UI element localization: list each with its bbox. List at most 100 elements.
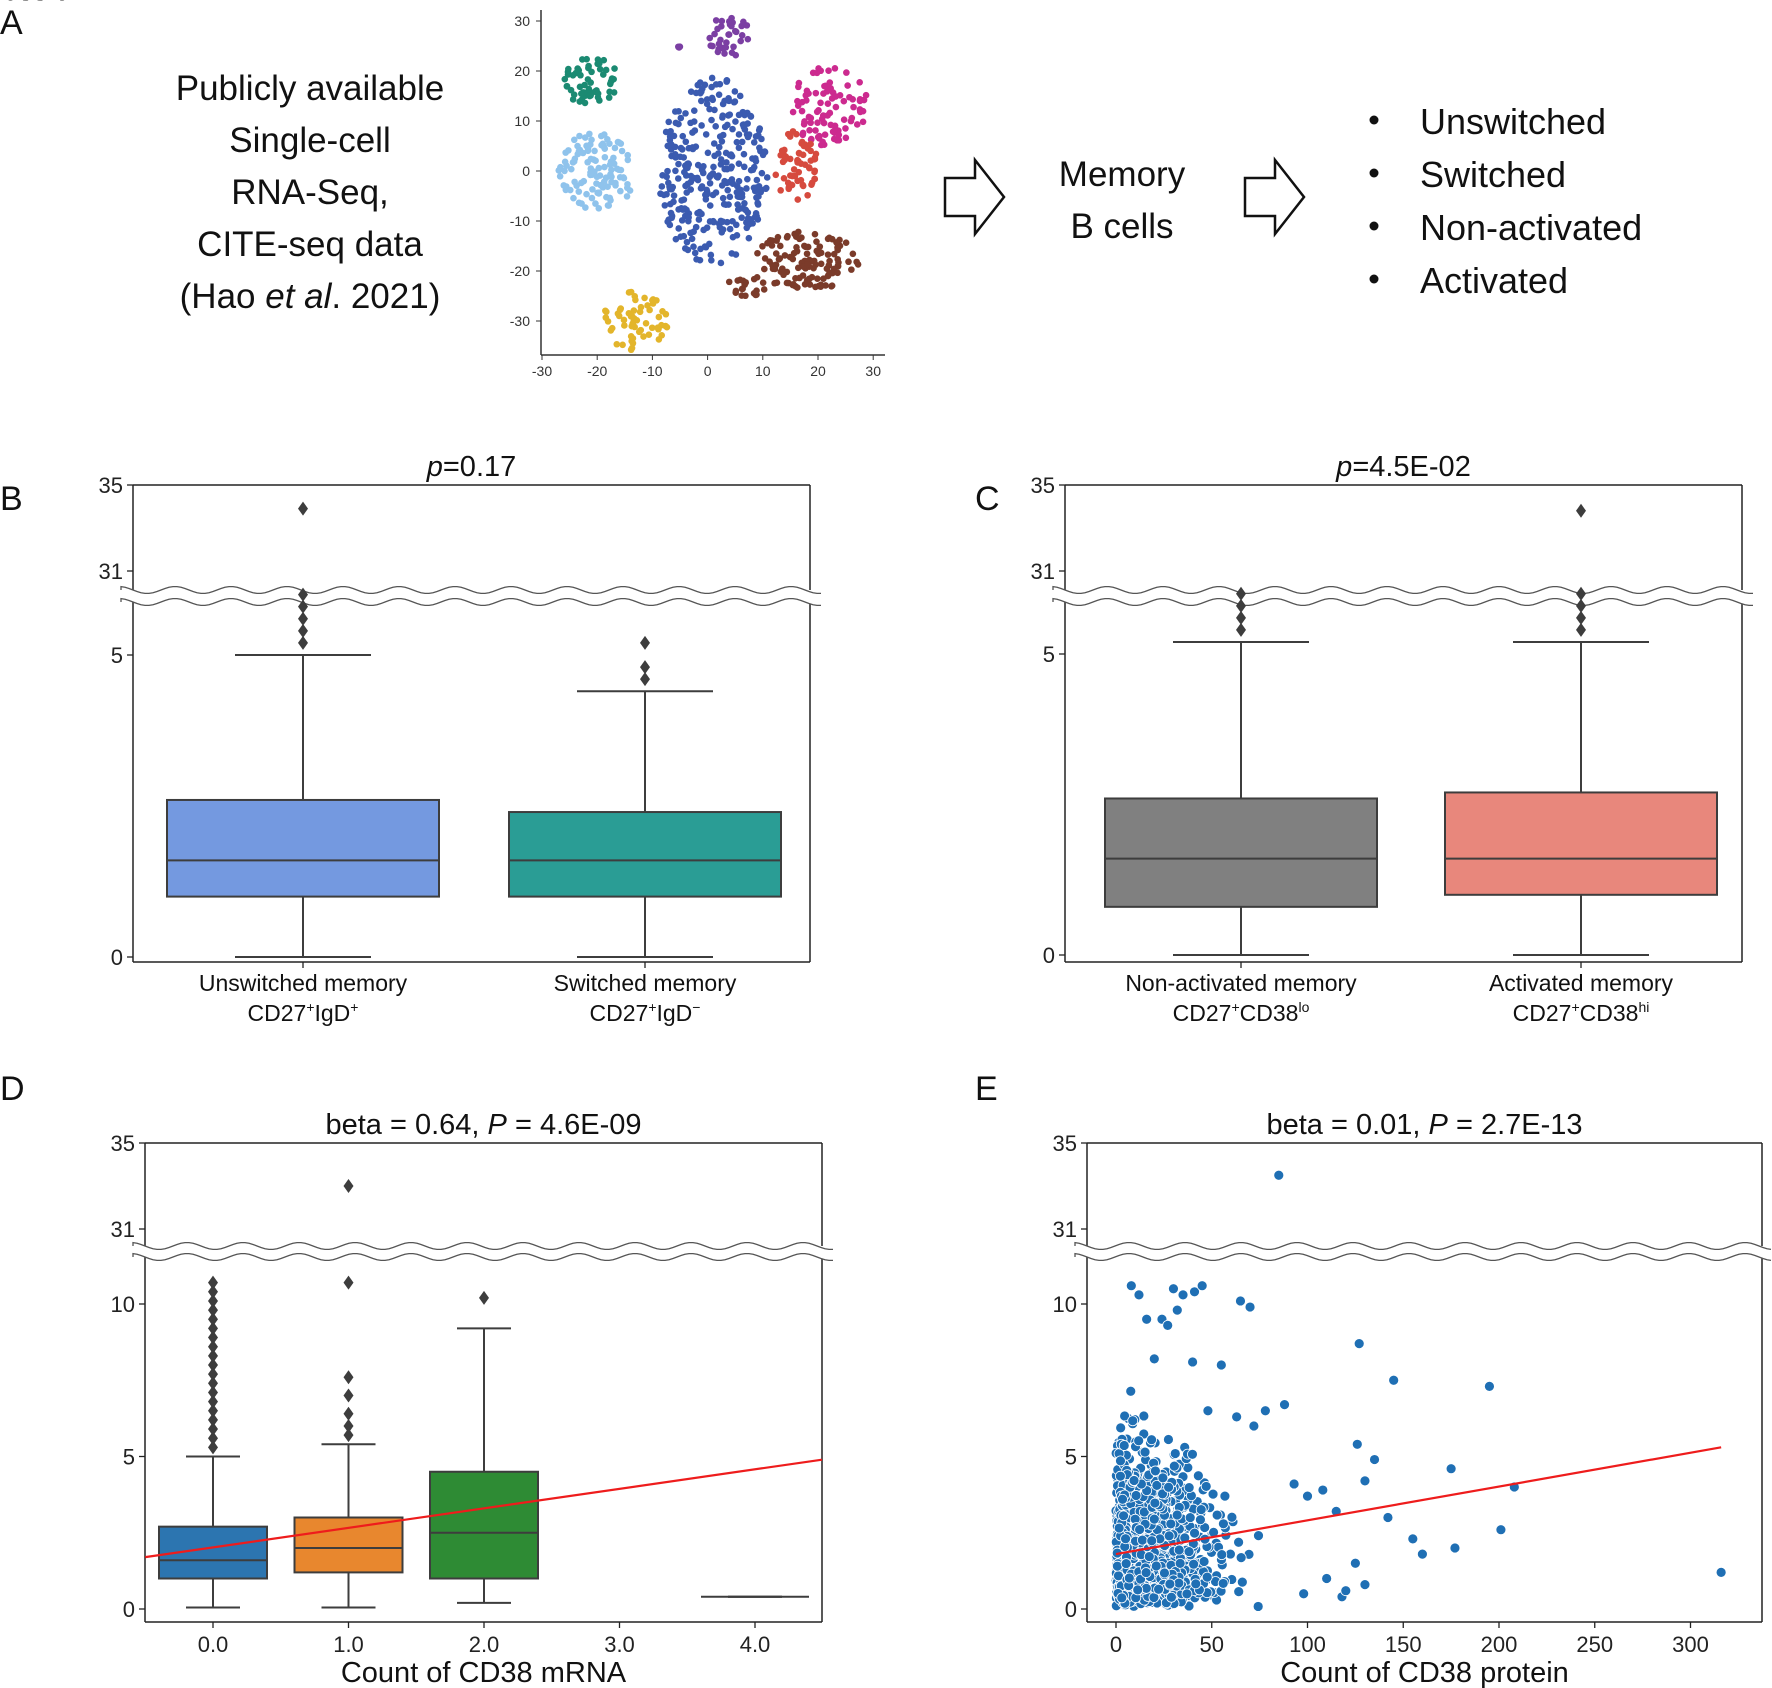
umap-point-yellow xyxy=(629,339,637,347)
umap-point-dark-blue xyxy=(724,186,732,194)
category-label-line-2: CD27+IgD− xyxy=(590,999,701,1026)
scatter-point xyxy=(1195,1504,1207,1515)
umap-point-magenta xyxy=(833,136,841,144)
box-iqr xyxy=(429,1470,539,1580)
y-axis-label: Ig expression xyxy=(0,0,86,7)
scatter-point xyxy=(1189,1527,1200,1539)
y-tick-label: 0 xyxy=(123,1597,135,1622)
umap-point-light-blue xyxy=(593,173,601,181)
box-iqr xyxy=(1104,797,1378,908)
outlier-point xyxy=(208,1321,218,1336)
scatter-point xyxy=(1302,1490,1313,1502)
umap-point-yellow xyxy=(630,307,638,314)
scatter-point xyxy=(1273,1169,1285,1181)
panel-letter-c: C xyxy=(975,480,1000,518)
chart-title-prefix: beta = 0.01, xyxy=(1266,1109,1428,1141)
umap-point-light-blue xyxy=(570,194,577,202)
outlier-point xyxy=(1576,586,1586,601)
umap-y-tick-label: 30 xyxy=(514,13,530,29)
umap-point-dark-blue xyxy=(740,121,747,128)
umap-point-dark-blue xyxy=(702,195,710,203)
source-line-4: CITE-seq data xyxy=(197,225,423,264)
chart-title-italic: P xyxy=(488,1109,508,1141)
umap-point-purple xyxy=(714,48,722,56)
umap-point-light-blue xyxy=(556,172,564,180)
umap-point-dark-blue xyxy=(681,245,689,252)
axis-break-line-upper xyxy=(120,585,821,595)
axis-break-line-lower xyxy=(132,1252,833,1262)
scatter-point xyxy=(1217,1578,1229,1589)
scatter-point xyxy=(1173,1577,1185,1589)
umap-point-magenta xyxy=(827,121,835,129)
umap-point-dark-blue xyxy=(707,251,715,259)
umap-point-teal xyxy=(565,65,572,73)
umap-point-purple xyxy=(723,39,730,46)
umap-point-teal xyxy=(578,90,585,98)
umap-y-tick-label: -20 xyxy=(510,263,530,279)
umap-point-brown-tail xyxy=(742,292,749,300)
panel-letter-e: E xyxy=(975,1070,998,1108)
umap-point-light-blue xyxy=(576,132,583,140)
umap-point-yellow xyxy=(653,297,660,304)
umap-point-dark-blue xyxy=(742,206,750,214)
y-axis-label: Ig expression xyxy=(0,0,86,7)
umap-point-magenta xyxy=(807,114,815,122)
scatter-point xyxy=(1183,1546,1195,1558)
umap-point-light-blue xyxy=(586,130,593,138)
umap-point-brown xyxy=(824,251,832,258)
umap-point-magenta xyxy=(822,82,829,90)
outlier-point xyxy=(298,599,308,614)
box-category-2 xyxy=(429,1290,539,1604)
umap-point-dark-blue xyxy=(733,138,741,146)
scatter-point xyxy=(1163,1481,1174,1493)
scatter-point xyxy=(1125,1280,1137,1292)
y-tick-label: 31 xyxy=(1053,1217,1077,1242)
umap-point-red xyxy=(780,174,788,182)
umap-point-red xyxy=(808,181,815,189)
umap-point-magenta xyxy=(821,131,829,139)
umap-point-dark-blue xyxy=(712,123,719,130)
outlier-point xyxy=(208,1275,218,1290)
umap-point-purple xyxy=(718,23,725,30)
scatter-point xyxy=(1233,1536,1244,1548)
umap-point-dark-blue xyxy=(685,214,692,221)
umap-point-dark-blue xyxy=(691,249,699,257)
umap-point-light-blue xyxy=(623,193,631,200)
umap-point-brown xyxy=(834,269,841,277)
umap-point-purple xyxy=(730,43,737,51)
umap-point-red xyxy=(799,182,807,190)
box-category-0 xyxy=(158,1275,268,1609)
x-tick-label: 4.0 xyxy=(740,1632,771,1657)
scatter-point xyxy=(1150,1560,1162,1572)
umap-point-light-blue xyxy=(624,180,631,188)
scatter-point xyxy=(1407,1533,1419,1545)
umap-point-yellow xyxy=(621,322,628,329)
scatter-point xyxy=(1143,1551,1155,1563)
umap-point-yellow xyxy=(627,346,635,354)
scatter-point xyxy=(1715,1567,1727,1578)
umap-point-yellow xyxy=(642,319,650,327)
umap-point-magenta xyxy=(859,118,867,126)
umap-point-dark-blue xyxy=(726,151,734,159)
outlier-point xyxy=(208,1431,218,1446)
panel-letter-b: B xyxy=(0,480,23,518)
umap-point-dark-blue xyxy=(726,225,734,233)
scatter-point xyxy=(1132,1584,1144,1596)
umap-point-dark-blue xyxy=(704,149,712,157)
scatter-point xyxy=(1157,1472,1169,1484)
umap-point-magenta xyxy=(856,106,864,113)
umap-point-purple xyxy=(728,22,735,30)
outlier-point xyxy=(208,1330,218,1345)
umap-point-brown-tail xyxy=(732,289,740,296)
umap-point-brown xyxy=(834,244,841,251)
umap-point-dark-blue xyxy=(731,88,739,95)
umap-point-dark-blue xyxy=(687,186,695,193)
umap-point-purple xyxy=(743,22,751,29)
scatter-point xyxy=(1184,1512,1196,1524)
umap-point-brown xyxy=(802,243,809,251)
scatter-point xyxy=(1148,1353,1160,1365)
outlier-point xyxy=(208,1284,218,1299)
scatter-point xyxy=(1190,1578,1202,1590)
umap-point-dark-blue xyxy=(749,166,757,174)
